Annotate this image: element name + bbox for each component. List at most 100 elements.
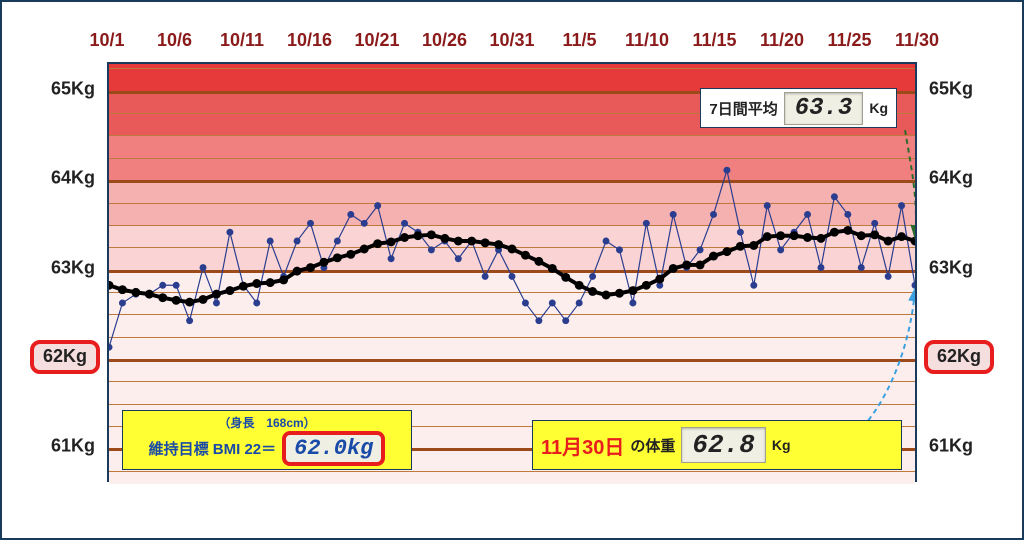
series-smooth-marker (696, 260, 705, 269)
y-tick-highlight: 62Kg (30, 340, 100, 374)
series-raw-marker (817, 264, 824, 271)
series-raw-marker (307, 220, 314, 227)
series-smooth-marker (655, 275, 664, 284)
series-raw-marker (858, 264, 865, 271)
series-smooth-marker (373, 239, 382, 248)
series-smooth-marker (884, 237, 893, 246)
series-smooth-marker (534, 257, 543, 266)
series-smooth-marker (360, 245, 369, 254)
series-smooth-marker (508, 245, 517, 254)
series-smooth-marker (736, 242, 745, 251)
y-tick-label: 65Kg (929, 78, 984, 99)
x-tick-label: 11/10 (625, 30, 669, 51)
series-raw-marker (428, 246, 435, 253)
series-raw-marker (535, 317, 542, 324)
y-tick-label: 63Kg (40, 257, 95, 278)
series-raw-marker (294, 238, 301, 245)
seven-day-avg-value: 63.3 (784, 92, 864, 125)
series-raw-marker (898, 202, 905, 209)
series-raw-marker (159, 282, 166, 289)
series-smooth-marker (118, 285, 127, 294)
series-raw-marker (777, 246, 784, 253)
series-raw-marker (831, 193, 838, 200)
series-smooth-marker (763, 232, 772, 241)
today-weight-unit: Kg (772, 437, 791, 453)
series-raw-marker (844, 211, 851, 218)
series-smooth-marker (239, 282, 248, 291)
y-tick-highlight: 62Kg (924, 340, 994, 374)
y-tick-label: 61Kg (929, 436, 984, 457)
series-smooth-marker (602, 291, 611, 300)
series-raw-marker (885, 273, 892, 280)
series-raw-marker (912, 282, 915, 289)
series-raw-marker (173, 282, 180, 289)
series-raw-marker (616, 246, 623, 253)
x-tick-label: 10/31 (489, 30, 534, 51)
series-smooth-marker (628, 286, 637, 295)
x-tick-label: 10/6 (157, 30, 192, 51)
series-smooth-marker (830, 228, 839, 237)
series-raw-marker (334, 238, 341, 245)
series-smooth-marker (467, 237, 476, 246)
series-raw-marker (750, 282, 757, 289)
series-smooth-marker (790, 231, 799, 240)
series-raw-marker (226, 229, 233, 236)
series-raw-marker (710, 211, 717, 218)
x-tick-label: 10/26 (422, 30, 467, 51)
series-raw-marker (347, 211, 354, 218)
series-smooth-marker (413, 231, 422, 240)
series-smooth-marker (185, 298, 194, 307)
x-tick-label: 10/21 (354, 30, 399, 51)
series-smooth-marker (642, 281, 651, 290)
series-smooth-marker (199, 295, 208, 304)
series-smooth-marker (857, 231, 866, 240)
series-raw-marker (737, 229, 744, 236)
series-smooth-marker (319, 258, 328, 267)
series-raw-marker (549, 300, 556, 307)
series-raw-marker (109, 344, 112, 351)
x-tick-label: 11/15 (692, 30, 736, 51)
series-smooth-marker (333, 253, 342, 262)
series-raw-marker (388, 255, 395, 262)
bmi-height-note: （身長 168cm） (218, 414, 315, 431)
series-raw-marker (119, 300, 126, 307)
seven-day-avg-label: 7日間平均 (709, 98, 777, 119)
series-raw-marker (804, 211, 811, 218)
series-raw-marker (522, 300, 529, 307)
y-tick-label: 63Kg (929, 257, 984, 278)
series-smooth-marker (776, 231, 785, 240)
today-label: の体重 (630, 435, 675, 456)
series-smooth-marker (306, 263, 315, 272)
y-tick-label: 64Kg (40, 168, 95, 189)
series-smooth-marker (494, 240, 503, 249)
seven-day-avg-unit: Kg (869, 100, 888, 116)
series-smooth-marker (427, 230, 436, 239)
x-axis-labels: 10/110/610/1110/1610/2110/2610/3111/511/… (107, 30, 917, 58)
series-smooth-marker (588, 287, 597, 296)
x-tick-label: 11/25 (827, 30, 871, 51)
series-raw-marker (186, 317, 193, 324)
series-smooth-marker (346, 250, 355, 259)
series-smooth-marker (400, 233, 409, 242)
series-raw-marker (213, 300, 220, 307)
series-smooth-marker (521, 251, 530, 260)
bmi-target-label: 維持目標 BMI 22＝ (149, 438, 277, 459)
today-weight-box: 11月30日 の体重 62.8 Kg (532, 420, 902, 470)
x-tick-label: 10/1 (89, 30, 124, 51)
series-raw-marker (361, 220, 368, 227)
series-raw-marker (603, 238, 610, 245)
series-raw-marker (509, 273, 516, 280)
series-smooth-marker (145, 290, 154, 299)
series-raw-marker (374, 202, 381, 209)
series-smooth-marker (225, 286, 234, 295)
x-tick-label: 10/16 (287, 30, 332, 51)
series-smooth-marker (816, 234, 825, 243)
series-raw-marker (562, 317, 569, 324)
series-smooth-marker (722, 247, 731, 256)
y-tick-label: 65Kg (40, 78, 95, 99)
x-tick-label: 11/5 (562, 30, 596, 51)
series-raw-marker (670, 211, 677, 218)
seven-day-avg-box: 7日間平均 63.3 Kg (700, 88, 897, 128)
series-smooth-marker (561, 273, 570, 282)
chart-frame: 10/110/610/1110/1610/2110/2610/3111/511/… (0, 0, 1024, 540)
